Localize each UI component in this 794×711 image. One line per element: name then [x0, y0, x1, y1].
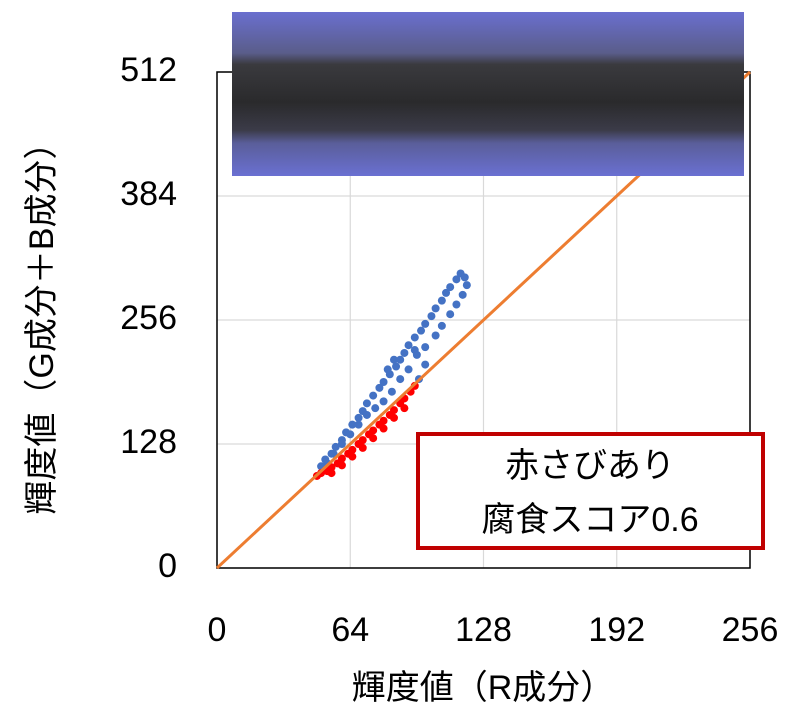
- point: [411, 346, 419, 354]
- y-tick-label: 384: [120, 175, 177, 213]
- y-tick-label: 0: [158, 547, 177, 585]
- point: [328, 469, 336, 477]
- point: [388, 388, 396, 396]
- y-tick-label: 256: [120, 299, 177, 337]
- point: [346, 430, 354, 438]
- point: [338, 461, 346, 469]
- point: [427, 312, 435, 320]
- point: [461, 273, 469, 281]
- point: [438, 322, 446, 330]
- point: [363, 411, 371, 419]
- point: [452, 301, 460, 309]
- point: [338, 440, 346, 448]
- point: [405, 341, 413, 349]
- point: [384, 365, 392, 373]
- x-tick-label: 128: [455, 611, 512, 649]
- point: [405, 365, 413, 373]
- point: [421, 361, 429, 369]
- point: [390, 414, 398, 422]
- point: [390, 356, 398, 364]
- point: [348, 453, 356, 461]
- point: [446, 310, 454, 318]
- x-tick-label: 0: [208, 611, 227, 649]
- point: [363, 399, 371, 407]
- point: [380, 425, 388, 433]
- point: [396, 375, 404, 383]
- x-axis-label: 輝度値（R成分）: [352, 669, 615, 707]
- point: [438, 297, 446, 305]
- y-axis-label: 輝度値（G成分＋B成分）: [23, 125, 61, 514]
- y-tick-label: 512: [120, 51, 177, 89]
- point: [369, 434, 377, 442]
- x-tick-label: 192: [588, 611, 645, 649]
- point: [421, 343, 429, 351]
- point: [355, 421, 363, 429]
- x-tick-label: 256: [722, 611, 779, 649]
- point: [359, 436, 367, 444]
- point: [359, 444, 367, 452]
- point: [421, 320, 429, 328]
- annotation: 腐食スコア0.6: [481, 501, 698, 539]
- point: [411, 333, 419, 341]
- point: [380, 417, 388, 425]
- point: [369, 392, 377, 400]
- point: [459, 291, 467, 299]
- annotation: 赤さびあり: [505, 447, 675, 485]
- point: [371, 404, 379, 412]
- point: [380, 397, 388, 405]
- point: [432, 332, 440, 340]
- chart: 0 64 128 192 256 0 128 256 384 512 赤さびあり 腐食スコア0.6…: [0, 0, 794, 711]
- point: [400, 404, 408, 412]
- y-tick-label: 128: [120, 423, 177, 461]
- point: [400, 349, 408, 357]
- point: [432, 304, 440, 312]
- point: [380, 378, 388, 386]
- point: [463, 281, 471, 289]
- x-tick-label: 64: [331, 611, 369, 649]
- cable-photo: [232, 12, 744, 176]
- point: [417, 327, 425, 335]
- point: [446, 283, 454, 291]
- point: [369, 426, 377, 434]
- point: [392, 363, 400, 371]
